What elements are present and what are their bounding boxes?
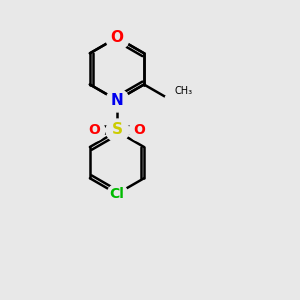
Text: O: O: [134, 123, 146, 137]
Text: N: N: [111, 93, 123, 108]
Text: O: O: [110, 30, 124, 45]
Text: Cl: Cl: [110, 187, 124, 201]
Text: CH₃: CH₃: [174, 86, 192, 96]
Text: O: O: [88, 123, 101, 137]
Text: S: S: [112, 122, 122, 137]
